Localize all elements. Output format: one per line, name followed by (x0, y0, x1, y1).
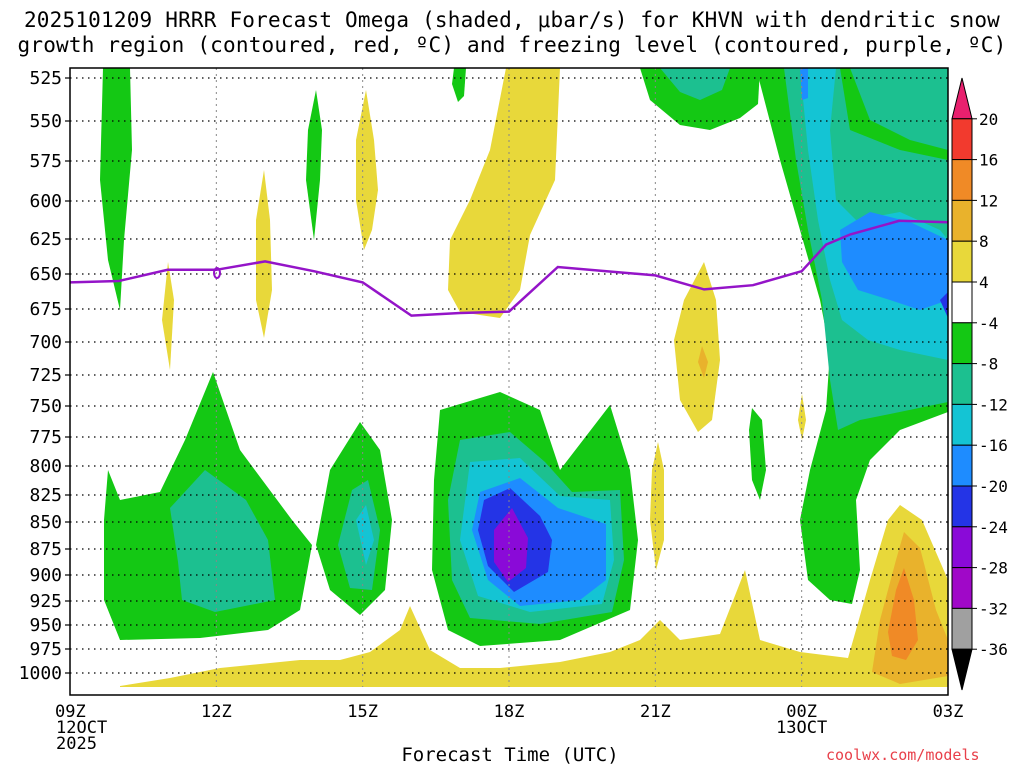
colorbar-label: 16 (979, 151, 998, 170)
colorbar-bin (951, 567, 973, 609)
omega-region-darkblue (940, 292, 948, 318)
omega-region-purple (494, 508, 528, 582)
omega-region-teal (338, 480, 380, 590)
omega-region-green (749, 408, 766, 500)
freezing-level-contour (70, 219, 948, 317)
y-tick-label: 750 (29, 396, 62, 417)
y-tick-label: 950 (29, 615, 62, 636)
omega-region-blue (840, 212, 948, 310)
omega-region-yellow (162, 262, 174, 370)
colorbar-bin (951, 607, 973, 650)
colorbar-label: 4 (979, 273, 989, 292)
y-tick-label: 825 (29, 485, 62, 506)
colorbar-bin (951, 199, 973, 242)
y-tick-label: 1000 (19, 663, 62, 684)
colorbar-label: -4 (979, 314, 998, 333)
colorbar-bin (951, 240, 973, 283)
x-tick-label: 13OCT (776, 718, 827, 738)
y-tick-label: 650 (29, 264, 62, 285)
x-tick-label: 18Z (494, 702, 525, 722)
y-tick-label: 925 (29, 591, 62, 612)
y-tick-label: 900 (29, 565, 62, 586)
title-line-1: 2025101209 HRRR Forecast Omega (shaded, … (23, 8, 1001, 32)
chart-title: 2025101209 HRRR Forecast Omega (shaded, … (0, 8, 1024, 58)
omega-region-cyan (356, 505, 374, 565)
credit-link[interactable]: coolwx.com/models (826, 746, 980, 764)
y-tick-label: 550 (29, 111, 62, 132)
x-tick-label: 00Z (786, 702, 817, 722)
y-axis: 525 550 575 600 625 650 675 700 725 750 775 800 825 8… (19, 68, 70, 684)
title-line-2: growth region (contoured, red, ºC) and f… (17, 33, 1007, 57)
y-tick-label: 975 (29, 639, 62, 660)
y-tick-label: 875 (29, 539, 62, 560)
colorbar-label: -8 (979, 355, 998, 374)
colorbar-bin (951, 322, 973, 365)
colorbar-label: 8 (979, 232, 989, 251)
colorbar-label: -32 (979, 599, 1008, 618)
colorbar-bin (951, 281, 973, 324)
omega-region-teal (850, 68, 948, 150)
omega-shading (100, 68, 948, 687)
y-tick-label: 600 (29, 191, 62, 212)
omega-region-yellow (356, 90, 378, 250)
colorbar-label: -36 (979, 640, 1008, 659)
colorbar-label: 12 (979, 191, 998, 210)
y-tick-label: 675 (29, 299, 62, 320)
omega-region-green (100, 68, 132, 310)
colorbar-bin (951, 363, 973, 405)
x-tick-label: 2025 (56, 734, 97, 754)
omega-region-green (452, 68, 466, 102)
colorbar: 20 16 12 8 4 -4 -8 -12 -16 -20 -24 -28 -32 -36 (951, 77, 1008, 691)
colorbar-bin (951, 526, 973, 569)
omega-region-yellow (448, 68, 560, 318)
colorbar-label: -28 (979, 559, 1008, 578)
colorbar-bin (951, 403, 973, 446)
colorbar-bin (951, 118, 973, 161)
colorbar-label: 20 (979, 110, 998, 129)
colorbar-top-arrow (951, 77, 973, 120)
y-tick-label: 525 (29, 68, 62, 89)
y-tick-label: 625 (29, 229, 62, 250)
omega-region-orange (698, 346, 708, 378)
colorbar-bottom-arrow (951, 648, 973, 691)
x-tick-label: 12Z (201, 702, 232, 722)
colorbar-label: -16 (979, 436, 1008, 455)
colorbar-label: -24 (979, 518, 1008, 537)
plot-frame (69, 67, 949, 696)
colorbar-bin (951, 444, 973, 487)
omega-region-darkorange (888, 568, 918, 660)
x-gridlines (215, 68, 803, 687)
y-tick-label: 775 (29, 427, 62, 448)
y-tick-label: 725 (29, 365, 62, 386)
y-tick-label: 575 (29, 151, 62, 172)
x-axis-label: Forecast Time (UTC) (401, 744, 619, 766)
colorbar-label: -20 (979, 477, 1008, 496)
omega-region-teal (170, 470, 275, 612)
omega-region-green (306, 90, 322, 240)
y-tick-label: 800 (29, 456, 62, 477)
freezing-level-small-loop (213, 267, 221, 279)
x-tick-label: 21Z (640, 702, 671, 722)
x-tick-label: 03Z (933, 702, 964, 722)
omega-region-teal (660, 68, 730, 100)
colorbar-bin (951, 159, 973, 201)
x-tick-label: 09Z (55, 702, 86, 722)
colorbar-label: -12 (979, 395, 1008, 414)
omega-region-yellow (674, 262, 720, 432)
ground-strip (70, 687, 948, 695)
omega-region-yellow (256, 170, 272, 338)
y-tick-label: 850 (29, 512, 62, 533)
y-tick-label: 700 (29, 332, 62, 353)
colorbar-bin (951, 485, 973, 528)
x-tick-label: 12OCT (56, 718, 107, 738)
omega-region-yellow (650, 442, 664, 570)
x-tick-label: 15Z (347, 702, 378, 722)
omega-region-yellow (120, 505, 948, 687)
